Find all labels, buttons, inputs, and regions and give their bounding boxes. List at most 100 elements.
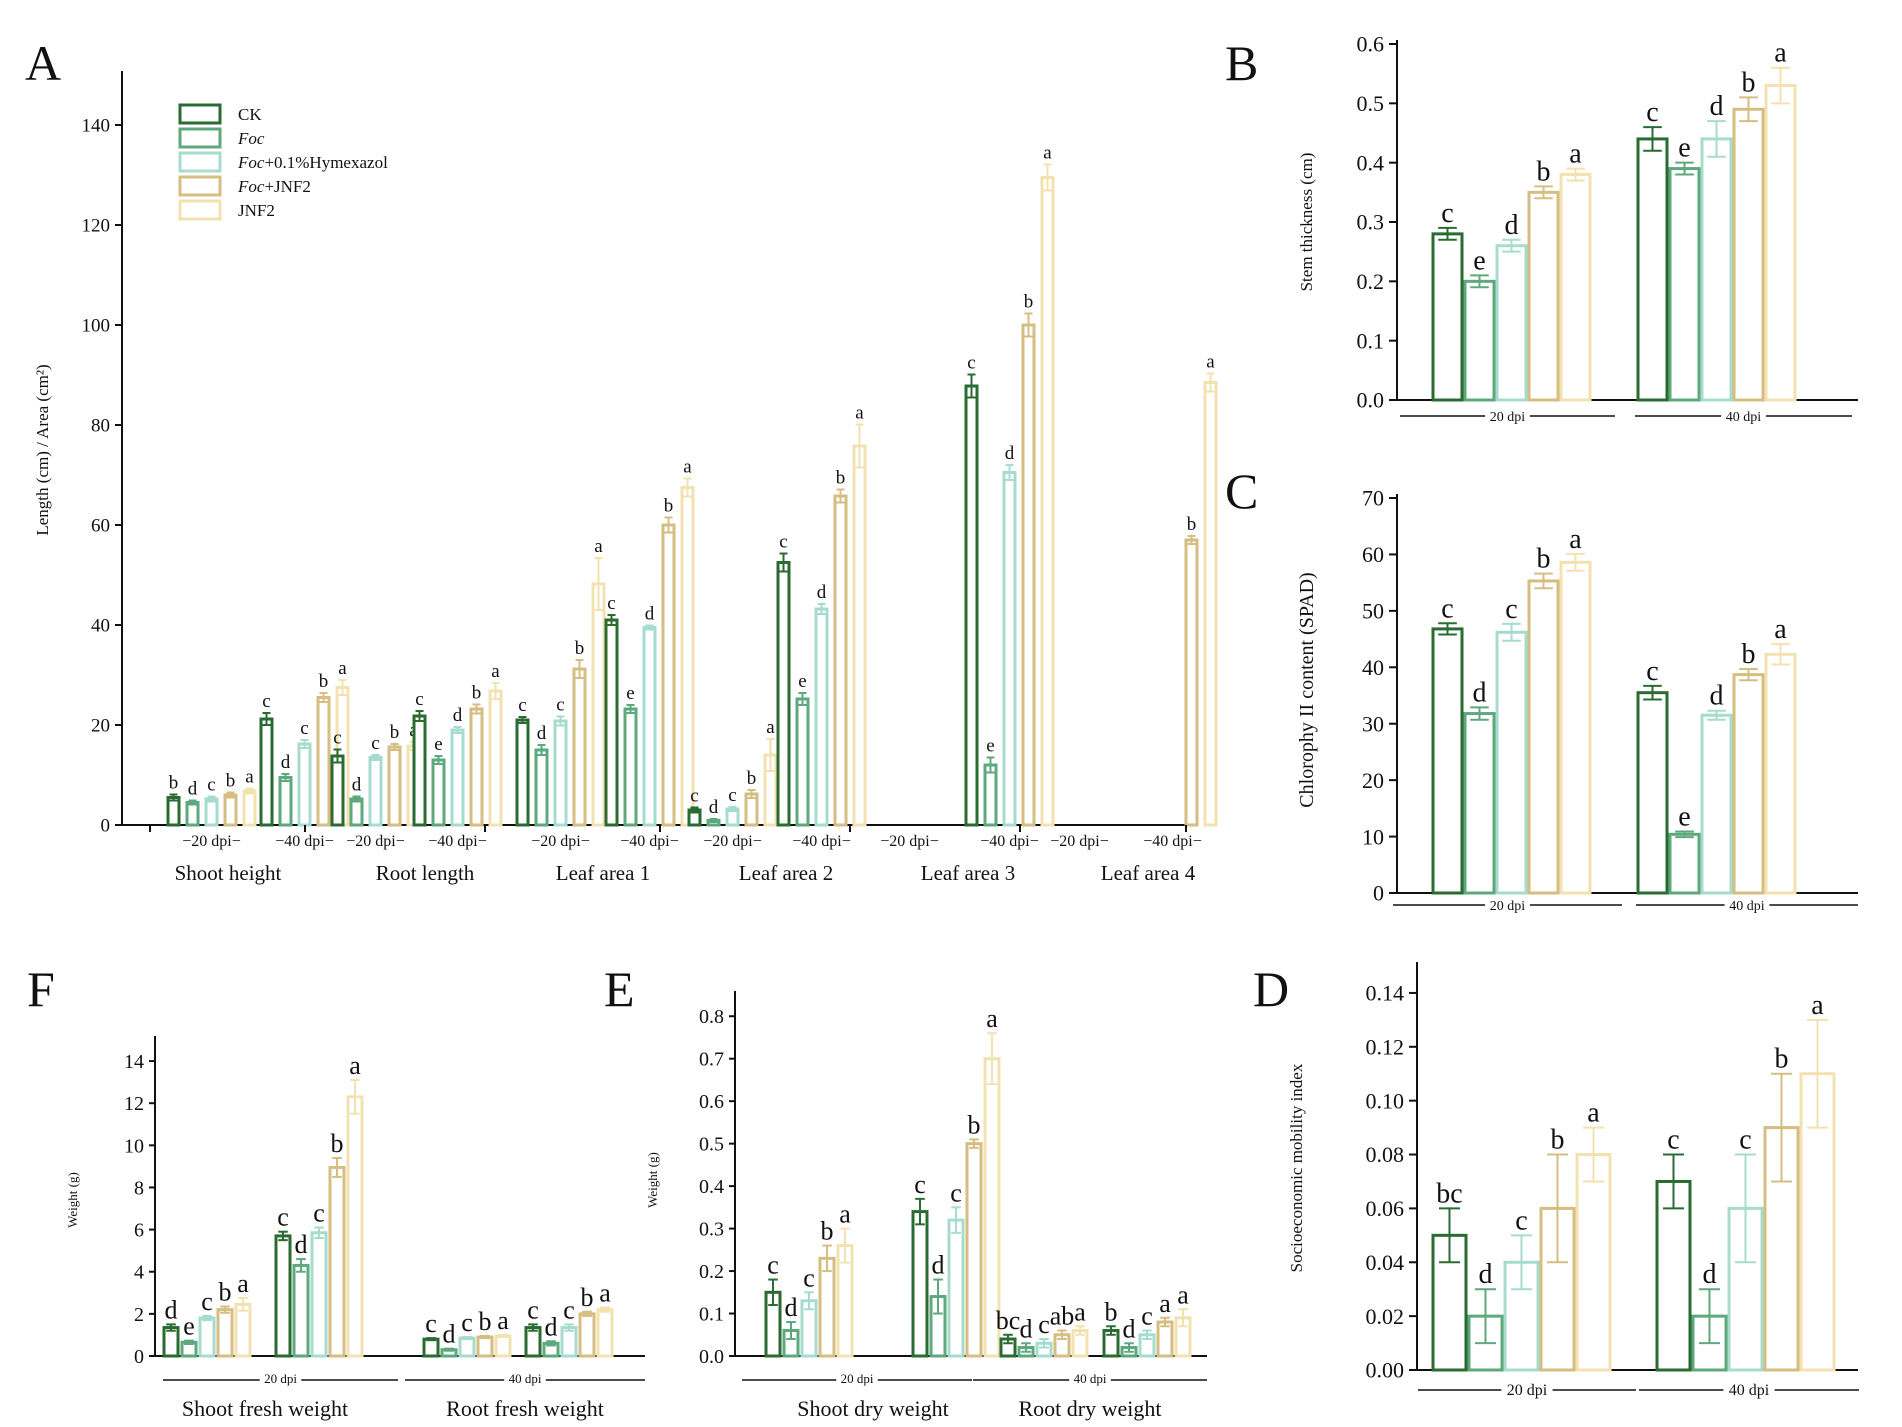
- bar-foc: [349, 797, 364, 827]
- significance-letter: e: [798, 671, 806, 692]
- significance-letter: d: [537, 723, 547, 744]
- significance-letter: d: [281, 752, 291, 773]
- y-tick-label: 100: [82, 316, 111, 337]
- x-subgroup-label: −20 dpi−: [880, 833, 939, 850]
- bar-hym: [553, 719, 568, 827]
- x-subgroup-label: −40 dpi−: [428, 833, 487, 850]
- significance-letter: d: [1473, 677, 1487, 708]
- bar-focjnf2: [216, 1308, 234, 1358]
- bar-hym: [642, 626, 657, 827]
- y-tick-label: 0: [1373, 881, 1384, 906]
- significance-letter: a: [1177, 1280, 1189, 1309]
- significance-letter: a: [237, 1269, 249, 1298]
- significance-letter: b: [1775, 1044, 1789, 1075]
- x-subgroup-label: −20 dpi−: [703, 833, 762, 850]
- significance-letter: a: [766, 717, 775, 738]
- significance-letter: c: [527, 1295, 539, 1324]
- y-tick-label: 80: [91, 416, 110, 437]
- significance-letter: c: [300, 718, 308, 739]
- y-axis-title: Weight (g): [65, 1172, 80, 1228]
- bar-hym: [1002, 471, 1017, 827]
- significance-letter: c: [1667, 1125, 1679, 1156]
- bar-hym: [310, 1231, 328, 1358]
- x-group-label: Shoot fresh weight: [182, 1396, 348, 1421]
- significance-letter: c: [1739, 1125, 1751, 1156]
- y-tick-label: 8: [134, 1177, 144, 1199]
- x-subgroup-label: −40 dpi−: [275, 833, 334, 850]
- x-subgroup-label: −40 dpi−: [792, 833, 851, 850]
- significance-letter: c: [1646, 97, 1658, 128]
- significance-letter: c: [767, 1251, 779, 1280]
- legend-label-part: Foc: [237, 177, 265, 196]
- x-subgroup-label: −20 dpi−: [346, 833, 405, 850]
- significance-letter: d: [453, 705, 463, 726]
- bar-ck: [412, 714, 427, 827]
- significance-letter: c: [207, 775, 215, 796]
- bar-focjnf2: [1184, 538, 1199, 827]
- bar-jnf2: [596, 1308, 614, 1358]
- significance-letter: b: [479, 1307, 492, 1336]
- legend-swatch-foc: [178, 127, 222, 149]
- bar-jnf2: [1559, 173, 1592, 402]
- significance-letter: d: [932, 1251, 945, 1280]
- significance-letter: a: [855, 403, 864, 424]
- bar-focjnf2: [572, 667, 587, 827]
- y-tick-label: 4: [134, 1262, 144, 1284]
- y-tick-label: 0.5: [699, 1134, 724, 1156]
- legend-label-foc: Foc: [237, 129, 265, 148]
- bar-ck: [422, 1337, 440, 1358]
- y-tick-label: 0.3: [699, 1219, 724, 1241]
- bar-jnf2: [234, 1302, 252, 1358]
- x-subgroup-label: −40 dpi−: [980, 833, 1039, 850]
- y-tick-label: 0.8: [699, 1006, 724, 1028]
- significance-letter: a: [491, 661, 500, 682]
- significance-letter: d: [709, 797, 719, 818]
- x-subgroup-label: −40 dpi−: [620, 833, 679, 850]
- bar-hym: [450, 728, 465, 827]
- legend-label-part: Foc: [237, 129, 265, 148]
- y-axis-title: Socioeconomic mobility index: [1287, 1063, 1306, 1272]
- significance-letter: a: [1206, 352, 1215, 373]
- significance-letter: ab: [1050, 1302, 1075, 1331]
- bar-hym: [204, 797, 219, 827]
- y-tick-label: 0.02: [1366, 1304, 1405, 1329]
- y-tick-label: 60: [1362, 542, 1384, 567]
- significance-letter: c: [518, 695, 526, 716]
- bar-ck: [524, 1326, 542, 1358]
- y-tick-label: 140: [82, 116, 111, 137]
- significance-letter: a: [349, 1051, 361, 1080]
- bar-jnf2: [1764, 652, 1797, 895]
- y-tick-label: 60: [91, 516, 110, 537]
- significance-letter: e: [1678, 801, 1690, 832]
- bar-focjnf2: [328, 1165, 346, 1358]
- significance-letter: c: [415, 689, 423, 710]
- bar-foc: [278, 776, 293, 827]
- significance-letter: b: [1537, 544, 1551, 575]
- panel-c-chart: C 0 10 20 30 40 50 60 70 Chlorophy II content (SP…: [1225, 463, 1858, 914]
- y-tick-label: 0.1: [1357, 328, 1385, 353]
- bar-ck: [1431, 232, 1464, 402]
- y-tick-label: 50: [1362, 599, 1384, 624]
- x-group-label: Shoot dry weight: [797, 1396, 949, 1421]
- y-axis-title: Stem thickness (cm): [1297, 153, 1316, 292]
- bar-ck: [515, 718, 530, 827]
- significance-letter: d: [785, 1293, 798, 1322]
- significance-letter: d: [817, 582, 827, 603]
- significance-letter: c: [1441, 593, 1453, 624]
- significance-letter: a: [839, 1200, 851, 1229]
- x-group-label: Leaf area 3: [921, 861, 1015, 885]
- y-tick-label: 0.6: [1357, 32, 1385, 57]
- significance-letter: c: [967, 353, 975, 374]
- significance-letter: e: [1473, 245, 1485, 276]
- bar-focjnf2: [316, 696, 331, 827]
- bar-jnf2: [591, 582, 606, 827]
- significance-letter: a: [1569, 524, 1582, 555]
- bracket-label: 20 dpi: [264, 1371, 297, 1386]
- y-tick-label: 0: [101, 816, 111, 837]
- significance-letter: b: [1187, 514, 1197, 535]
- y-tick-label: 0.0: [1357, 388, 1385, 413]
- significance-letter: a: [1774, 38, 1787, 69]
- legend-label-focjnf2: Foc+JNF2: [237, 177, 311, 196]
- bar-hym: [1700, 137, 1733, 402]
